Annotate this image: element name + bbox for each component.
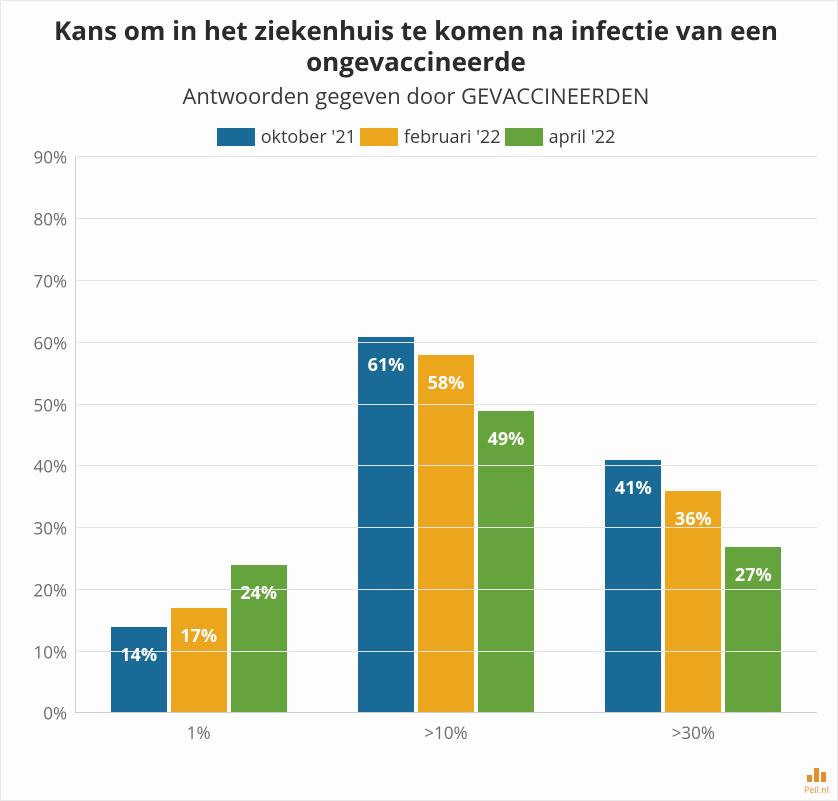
legend-item: oktober '21: [217, 125, 356, 149]
y-tick-label: 20%: [15, 578, 67, 601]
bar-group: 41%36%27%>30%: [570, 157, 817, 713]
bar-group: 61%58%49%>10%: [322, 157, 569, 713]
bar-value-label: 41%: [615, 476, 652, 500]
bar-value-label: 49%: [488, 427, 525, 451]
bar-group-inner: 41% 36% 27%: [605, 157, 781, 713]
y-tick-label: 40%: [15, 455, 67, 478]
bar: 36%: [665, 491, 721, 713]
plot: 14%17%24%1%61%58%49%>10%41%36%27%>30% 0%…: [15, 157, 817, 713]
bar-group: 14%17%24%1%: [75, 157, 322, 713]
gridline: [75, 465, 817, 466]
bar-value-label: 27%: [735, 563, 772, 587]
bar-group-inner: 14% 17% 24%: [111, 157, 287, 713]
x-tick-label: 1%: [187, 721, 211, 744]
gridline: [75, 527, 817, 528]
bar-value-label: 24%: [240, 581, 277, 605]
gridline: [75, 404, 817, 405]
y-axis-line: [75, 157, 76, 713]
plot-wrap: 14%17%24%1%61%58%49%>10%41%36%27%>30% 0%…: [15, 157, 817, 713]
bar-group-inner: 61% 58% 49%: [358, 157, 534, 713]
bar: 27%: [725, 547, 781, 714]
y-tick-label: 70%: [15, 269, 67, 292]
chart-title: Kans om in het ziekenhuis te komen na in…: [15, 15, 817, 77]
bar-value-label: 17%: [180, 624, 217, 648]
legend-item: februari '22: [360, 125, 501, 149]
watermark-bar: [821, 772, 826, 782]
legend-item: april '22: [505, 125, 616, 149]
watermark: Peil.nl: [804, 768, 829, 796]
gridline: [75, 280, 817, 281]
watermark-bar: [807, 775, 812, 782]
legend-swatch: [505, 128, 543, 146]
bar-value-label: 61%: [368, 353, 405, 377]
bar-value-label: 58%: [428, 371, 465, 395]
bar: 49%: [478, 411, 534, 714]
x-axis-line: [75, 712, 817, 713]
gridline: [75, 589, 817, 590]
legend-label: april '22: [549, 125, 616, 149]
legend: oktober '21 februari '22 april '22: [15, 125, 817, 149]
y-tick-label: 0%: [15, 702, 67, 725]
legend-swatch: [217, 128, 255, 146]
legend-swatch: [360, 128, 398, 146]
plot-area: 14%17%24%1%61%58%49%>10%41%36%27%>30%: [75, 157, 817, 713]
chart-subtitle: Antwoorden gegeven door GEVACCINEERDEN: [15, 81, 817, 111]
watermark-bars-icon: [807, 768, 826, 782]
x-tick-label: >30%: [672, 721, 715, 744]
watermark-bar: [814, 768, 819, 782]
bar: 14%: [111, 627, 167, 713]
bar: 58%: [418, 355, 474, 713]
bar: 61%: [358, 337, 414, 714]
chart-container: Kans om in het ziekenhuis te komen na in…: [0, 0, 838, 801]
y-tick-label: 80%: [15, 208, 67, 231]
gridline: [75, 156, 817, 157]
gridline: [75, 342, 817, 343]
legend-label: oktober '21: [261, 125, 356, 149]
y-tick-label: 10%: [15, 640, 67, 663]
y-tick-label: 90%: [15, 146, 67, 169]
gridline: [75, 651, 817, 652]
x-tick-label: >10%: [424, 721, 467, 744]
y-tick-label: 60%: [15, 331, 67, 354]
gridline: [75, 218, 817, 219]
bar-value-label: 14%: [120, 643, 157, 667]
legend-label: februari '22: [404, 125, 501, 149]
y-tick-label: 30%: [15, 517, 67, 540]
bar: 24%: [231, 565, 287, 713]
bar: 41%: [605, 460, 661, 713]
watermark-text: Peil.nl: [804, 783, 829, 796]
bar: 17%: [171, 608, 227, 713]
y-tick-label: 50%: [15, 393, 67, 416]
